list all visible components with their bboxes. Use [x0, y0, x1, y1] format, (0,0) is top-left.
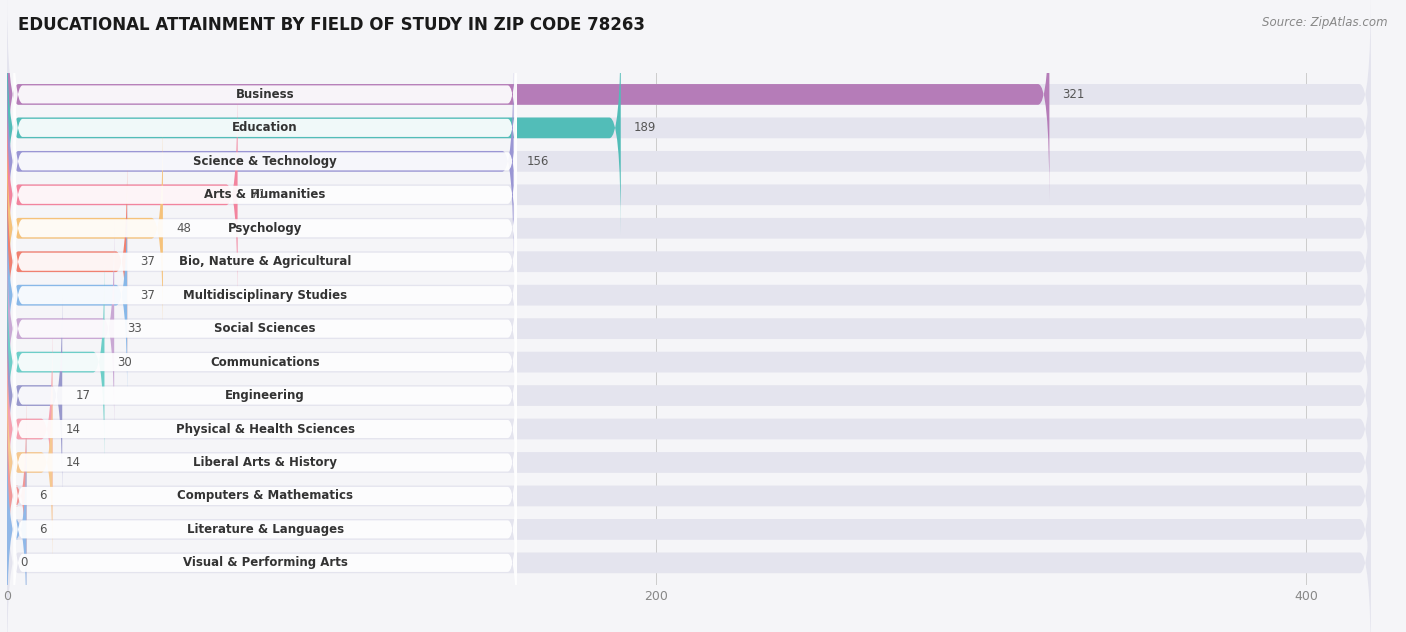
Text: Psychology: Psychology: [228, 222, 302, 234]
Text: Science & Technology: Science & Technology: [193, 155, 337, 168]
FancyBboxPatch shape: [14, 445, 517, 614]
FancyBboxPatch shape: [7, 356, 52, 569]
Text: Engineering: Engineering: [225, 389, 305, 402]
Text: Literature & Languages: Literature & Languages: [187, 523, 343, 536]
Text: 71: 71: [250, 188, 266, 202]
Text: 17: 17: [76, 389, 90, 402]
Text: 156: 156: [527, 155, 548, 168]
FancyBboxPatch shape: [14, 110, 517, 279]
FancyBboxPatch shape: [7, 21, 1371, 234]
FancyBboxPatch shape: [14, 76, 517, 246]
Text: 6: 6: [39, 523, 46, 536]
Text: 37: 37: [141, 289, 155, 301]
Text: Multidisciplinary Studies: Multidisciplinary Studies: [183, 289, 347, 301]
Text: Source: ZipAtlas.com: Source: ZipAtlas.com: [1263, 16, 1388, 29]
FancyBboxPatch shape: [7, 0, 1371, 201]
FancyBboxPatch shape: [14, 344, 517, 514]
FancyBboxPatch shape: [7, 88, 238, 301]
Text: 14: 14: [66, 423, 80, 435]
Text: 6: 6: [39, 489, 46, 502]
FancyBboxPatch shape: [7, 423, 27, 632]
FancyBboxPatch shape: [7, 121, 163, 335]
FancyBboxPatch shape: [7, 0, 1049, 201]
Text: 30: 30: [118, 356, 132, 368]
Text: Arts & Humanities: Arts & Humanities: [204, 188, 326, 202]
FancyBboxPatch shape: [7, 423, 1371, 632]
Text: EDUCATIONAL ATTAINMENT BY FIELD OF STUDY IN ZIP CODE 78263: EDUCATIONAL ATTAINMENT BY FIELD OF STUDY…: [18, 16, 645, 33]
FancyBboxPatch shape: [14, 177, 517, 346]
FancyBboxPatch shape: [7, 289, 1371, 502]
Text: 0: 0: [20, 556, 27, 569]
Text: Computers & Mathematics: Computers & Mathematics: [177, 489, 353, 502]
FancyBboxPatch shape: [7, 54, 1371, 268]
FancyBboxPatch shape: [7, 21, 621, 234]
FancyBboxPatch shape: [7, 456, 1371, 632]
FancyBboxPatch shape: [14, 43, 517, 212]
FancyBboxPatch shape: [7, 322, 1371, 536]
FancyBboxPatch shape: [7, 155, 127, 368]
Text: 321: 321: [1063, 88, 1085, 101]
FancyBboxPatch shape: [14, 311, 517, 480]
FancyBboxPatch shape: [14, 244, 517, 413]
FancyBboxPatch shape: [7, 389, 1371, 603]
Text: Communications: Communications: [211, 356, 321, 368]
FancyBboxPatch shape: [14, 378, 517, 547]
FancyBboxPatch shape: [7, 255, 104, 469]
Text: 48: 48: [176, 222, 191, 234]
Text: 37: 37: [141, 255, 155, 268]
Text: Social Sciences: Social Sciences: [215, 322, 316, 335]
FancyBboxPatch shape: [7, 188, 1371, 402]
Text: Visual & Performing Arts: Visual & Performing Arts: [183, 556, 347, 569]
Text: Bio, Nature & Agricultural: Bio, Nature & Agricultural: [179, 255, 352, 268]
FancyBboxPatch shape: [14, 277, 517, 447]
FancyBboxPatch shape: [7, 255, 1371, 469]
FancyBboxPatch shape: [7, 322, 52, 536]
Text: Liberal Arts & History: Liberal Arts & History: [193, 456, 337, 469]
FancyBboxPatch shape: [7, 222, 1371, 435]
FancyBboxPatch shape: [7, 222, 114, 435]
FancyBboxPatch shape: [7, 121, 1371, 335]
FancyBboxPatch shape: [14, 9, 517, 179]
Text: 33: 33: [127, 322, 142, 335]
Text: 14: 14: [66, 456, 80, 469]
FancyBboxPatch shape: [7, 155, 1371, 368]
FancyBboxPatch shape: [7, 188, 127, 402]
Text: Education: Education: [232, 121, 298, 135]
FancyBboxPatch shape: [7, 88, 1371, 301]
FancyBboxPatch shape: [7, 289, 62, 502]
FancyBboxPatch shape: [14, 143, 517, 313]
Text: 189: 189: [634, 121, 657, 135]
FancyBboxPatch shape: [7, 356, 1371, 569]
Text: Physical & Health Sciences: Physical & Health Sciences: [176, 423, 354, 435]
FancyBboxPatch shape: [7, 389, 27, 603]
FancyBboxPatch shape: [14, 478, 517, 632]
FancyBboxPatch shape: [14, 210, 517, 380]
Text: Business: Business: [236, 88, 294, 101]
FancyBboxPatch shape: [7, 54, 513, 268]
FancyBboxPatch shape: [14, 411, 517, 581]
